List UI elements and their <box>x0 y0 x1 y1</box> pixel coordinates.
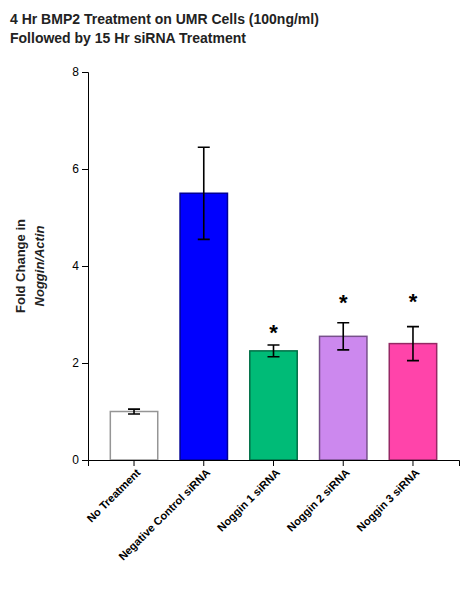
bar <box>320 336 367 460</box>
x-tick: No Treatment <box>84 460 142 524</box>
plot: 02468No TreatmentNegative Control siRNAN… <box>72 65 459 562</box>
annotation: * <box>339 290 348 315</box>
y-tick-mark <box>82 266 88 267</box>
x-tick-label: Negative Control siRNA <box>116 466 212 562</box>
error-bar <box>407 327 419 361</box>
bar <box>110 412 157 461</box>
x-tick-label: Noggin 3 siRNA <box>354 466 421 533</box>
y-tick-label: 6 <box>72 162 79 176</box>
title: 4 Hr BMP2 Treatment on UMR Cells (100ng/… <box>10 11 319 27</box>
marks <box>110 147 436 460</box>
y-axis-line <box>82 73 89 461</box>
x-tick-mark <box>134 460 135 466</box>
y-tick-label: 2 <box>72 356 79 370</box>
x-tick: Negative Control siRNA <box>116 460 212 563</box>
error-bar <box>337 323 349 350</box>
subtitle: Followed by 15 Hr siRNA Treatment <box>10 30 246 46</box>
x-tick: Noggin 2 siRNA <box>285 460 352 534</box>
y-tick: 4 <box>72 259 88 273</box>
y-tick: 6 <box>72 162 88 176</box>
x-axis-line <box>89 461 460 467</box>
y-tick-label: 8 <box>72 65 79 79</box>
y-axis: 0 2 4 6 8 <box>72 65 88 467</box>
y-tick: 8 <box>72 65 88 79</box>
x-tick-label: No Treatment <box>84 466 142 524</box>
annotation: * <box>269 320 278 345</box>
y-tick-mark <box>82 363 88 364</box>
error-bar <box>198 147 210 239</box>
y-tick-mark <box>82 72 88 73</box>
error-bar <box>128 409 140 414</box>
x-tick: Noggin 3 siRNA <box>354 460 421 534</box>
x-axis: No TreatmentNegative Control siRNANoggin… <box>84 460 459 563</box>
x-tick: Noggin 1 siRNA <box>215 460 282 534</box>
y-tick-mark <box>82 460 88 461</box>
y-tick: 0 <box>72 453 88 467</box>
y-tick-label: 4 <box>72 259 79 273</box>
annotation: * <box>409 289 418 314</box>
x-tick-mark <box>203 460 204 466</box>
error-bar <box>268 345 280 357</box>
y-axis-label: Noggin/Actin <box>32 226 47 307</box>
x-tick-label: Noggin 1 siRNA <box>215 466 282 533</box>
x-tick-mark <box>412 460 413 466</box>
x-tick-label: Noggin 2 siRNA <box>285 466 352 533</box>
annotations: * * * <box>269 289 417 346</box>
y-tick-label: 0 <box>72 453 79 467</box>
x-tick-mark <box>273 460 274 466</box>
y-tick-mark <box>82 169 88 170</box>
y-tick: 2 <box>72 356 88 370</box>
x-tick-mark <box>343 460 344 466</box>
chart: 4 Hr BMP2 Treatment on UMR Cells (100ng/… <box>0 0 474 610</box>
bar <box>250 351 297 460</box>
y-axis-label: Fold Change in <box>13 219 28 313</box>
